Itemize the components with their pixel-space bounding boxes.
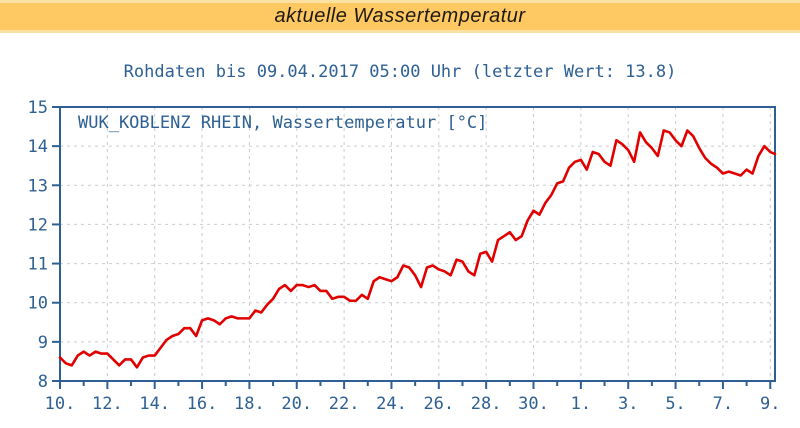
grid-lines <box>60 107 775 381</box>
y-tick-label: 14 <box>28 137 48 157</box>
y-tick-label: 9 <box>38 333 48 353</box>
x-tick-label: 30. <box>518 394 549 414</box>
x-tick-label: 18. <box>234 394 265 414</box>
x-tick-label: 14. <box>139 394 170 414</box>
x-tick-label: 22. <box>329 394 360 414</box>
chart-layer: 8 9 10 11 12 13 14 15 10. 12. 14. 16. 18. 20. 22. 24. 26… <box>28 98 781 414</box>
y-tick-label: 12 <box>28 215 48 235</box>
y-axis: 8 9 10 11 12 13 14 15 <box>28 98 60 392</box>
x-tick-label: 5. <box>665 394 685 414</box>
temperature-series-line <box>58 129 777 369</box>
x-axis: 10. 12. 14. 16. 18. 20. 22. 24. 26. 28. 30. 1. 3. 5. 7… <box>45 381 781 414</box>
header-banner: aktuelle Wassertemperatur <box>0 0 800 33</box>
chart-subtitle: Rohdaten bis 09.04.2017 05:00 Uhr (letzt… <box>123 62 677 82</box>
x-tick-label: 9. <box>760 394 780 414</box>
plot-frame <box>59 106 776 382</box>
x-tick-label: 10. <box>45 394 76 414</box>
legend-label: WUK_KOBLENZ RHEIN, Wassertemperatur [°C] <box>78 113 487 133</box>
x-tick-label: 24. <box>376 394 407 414</box>
y-tick-label: 13 <box>28 176 48 196</box>
x-tick-label: 1. <box>571 394 591 414</box>
x-tick-label: 28. <box>471 394 502 414</box>
x-tick-label: 12. <box>92 394 123 414</box>
y-tick-label: 11 <box>28 255 48 275</box>
x-tick-label: 20. <box>281 394 312 414</box>
y-tick-label: 8 <box>38 372 48 392</box>
page-title: aktuelle Wassertemperatur <box>274 5 526 27</box>
y-tick-label: 15 <box>28 98 48 118</box>
x-tick-label: 3. <box>618 394 638 414</box>
x-tick-label: 26. <box>423 394 454 414</box>
y-tick-label: 10 <box>28 294 48 314</box>
x-tick-label: 7. <box>713 394 733 414</box>
x-tick-label: 16. <box>187 394 218 414</box>
